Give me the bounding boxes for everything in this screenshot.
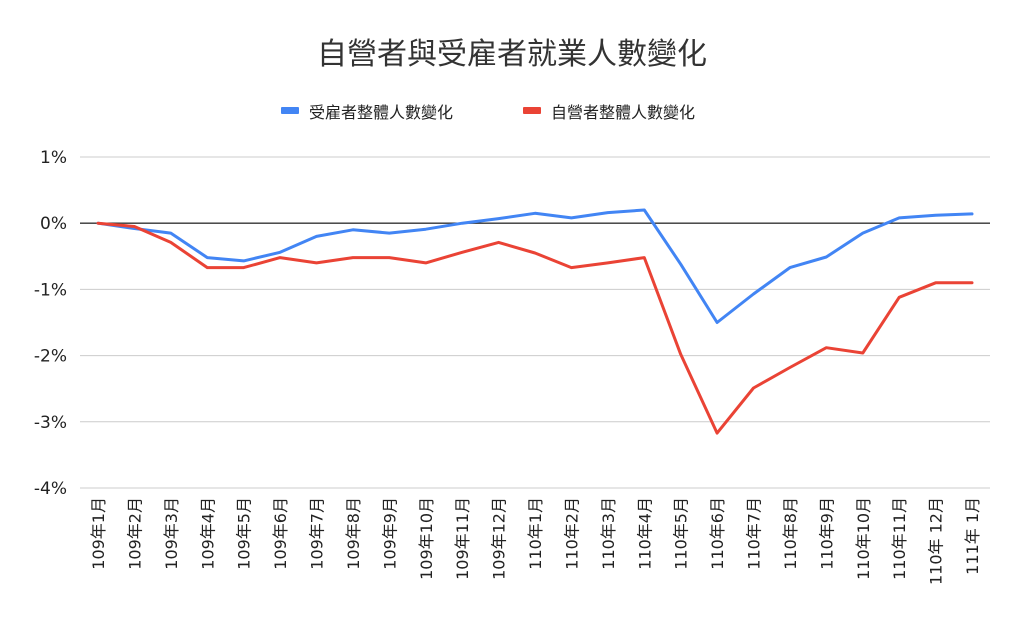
x-tick-label: 109年9月: [380, 497, 399, 570]
x-tick-label: 109年8月: [344, 497, 363, 570]
y-tick-label: -1%: [34, 280, 67, 300]
x-tick-label: 110年10月: [854, 497, 873, 580]
gridlines: [80, 156, 990, 489]
x-tick-label: 109年12月: [490, 497, 509, 580]
x-tick-label: 110年1月: [526, 497, 545, 570]
legend-swatch-employees: [281, 107, 299, 114]
x-tick-label: 110年3月: [599, 497, 618, 570]
series-line-self-employed: [96, 221, 974, 435]
x-tick-label: 110年4月: [635, 497, 654, 570]
x-tick-label: 109年5月: [235, 497, 254, 570]
series-line-employees: [96, 208, 974, 324]
x-tick-label: 110年7月: [745, 497, 764, 570]
y-tick-label: -2%: [34, 347, 67, 367]
chart-title: 自營者與受雇者就業人數變化: [317, 37, 707, 72]
x-tick-label: 111年 1月: [963, 497, 982, 575]
y-tick-label: 1%: [40, 148, 67, 168]
y-tick-label: -4%: [34, 479, 67, 499]
x-tick-label: 110年9月: [817, 497, 836, 570]
legend-swatch-self-employed: [523, 107, 541, 114]
x-tick-label: 109年2月: [125, 497, 144, 570]
x-tick-label: 110年6月: [708, 497, 727, 570]
x-tick-label: 109年3月: [162, 497, 181, 570]
series-lines: [96, 208, 974, 435]
x-tick-label: 110年 12月: [927, 497, 946, 585]
x-tick-label: 110年8月: [781, 497, 800, 570]
x-tick-label: 110年5月: [672, 497, 691, 570]
legend: 受雇者整體人數變化 自營者整體人數變化: [281, 103, 695, 122]
y-axis-ticks: 1% 0% -1% -2% -3% -4%: [34, 148, 67, 499]
legend-label-self-employed: 自營者整體人數變化: [551, 103, 695, 122]
x-tick-label: 109年1月: [89, 497, 108, 570]
x-axis-ticks: 109年1月 109年2月 109年3月 109年4月 109年5月 109年6月 109年…: [89, 497, 982, 585]
y-tick-label: 0%: [40, 214, 67, 234]
x-tick-label: 109年6月: [271, 497, 290, 570]
x-tick-label: 110年2月: [562, 497, 581, 570]
legend-label-employees: 受雇者整體人數變化: [309, 103, 453, 122]
x-tick-label: 109年10月: [417, 497, 436, 580]
legend-item-self-employed: 自營者整體人數變化: [523, 103, 695, 122]
y-tick-label: -3%: [34, 413, 67, 433]
x-tick-label: 109年4月: [198, 497, 217, 570]
x-tick-label: 110年11月: [890, 497, 909, 580]
x-tick-label: 109年11月: [453, 497, 472, 580]
x-tick-label: 109年7月: [308, 497, 327, 570]
legend-item-employees: 受雇者整體人數變化: [281, 103, 453, 122]
